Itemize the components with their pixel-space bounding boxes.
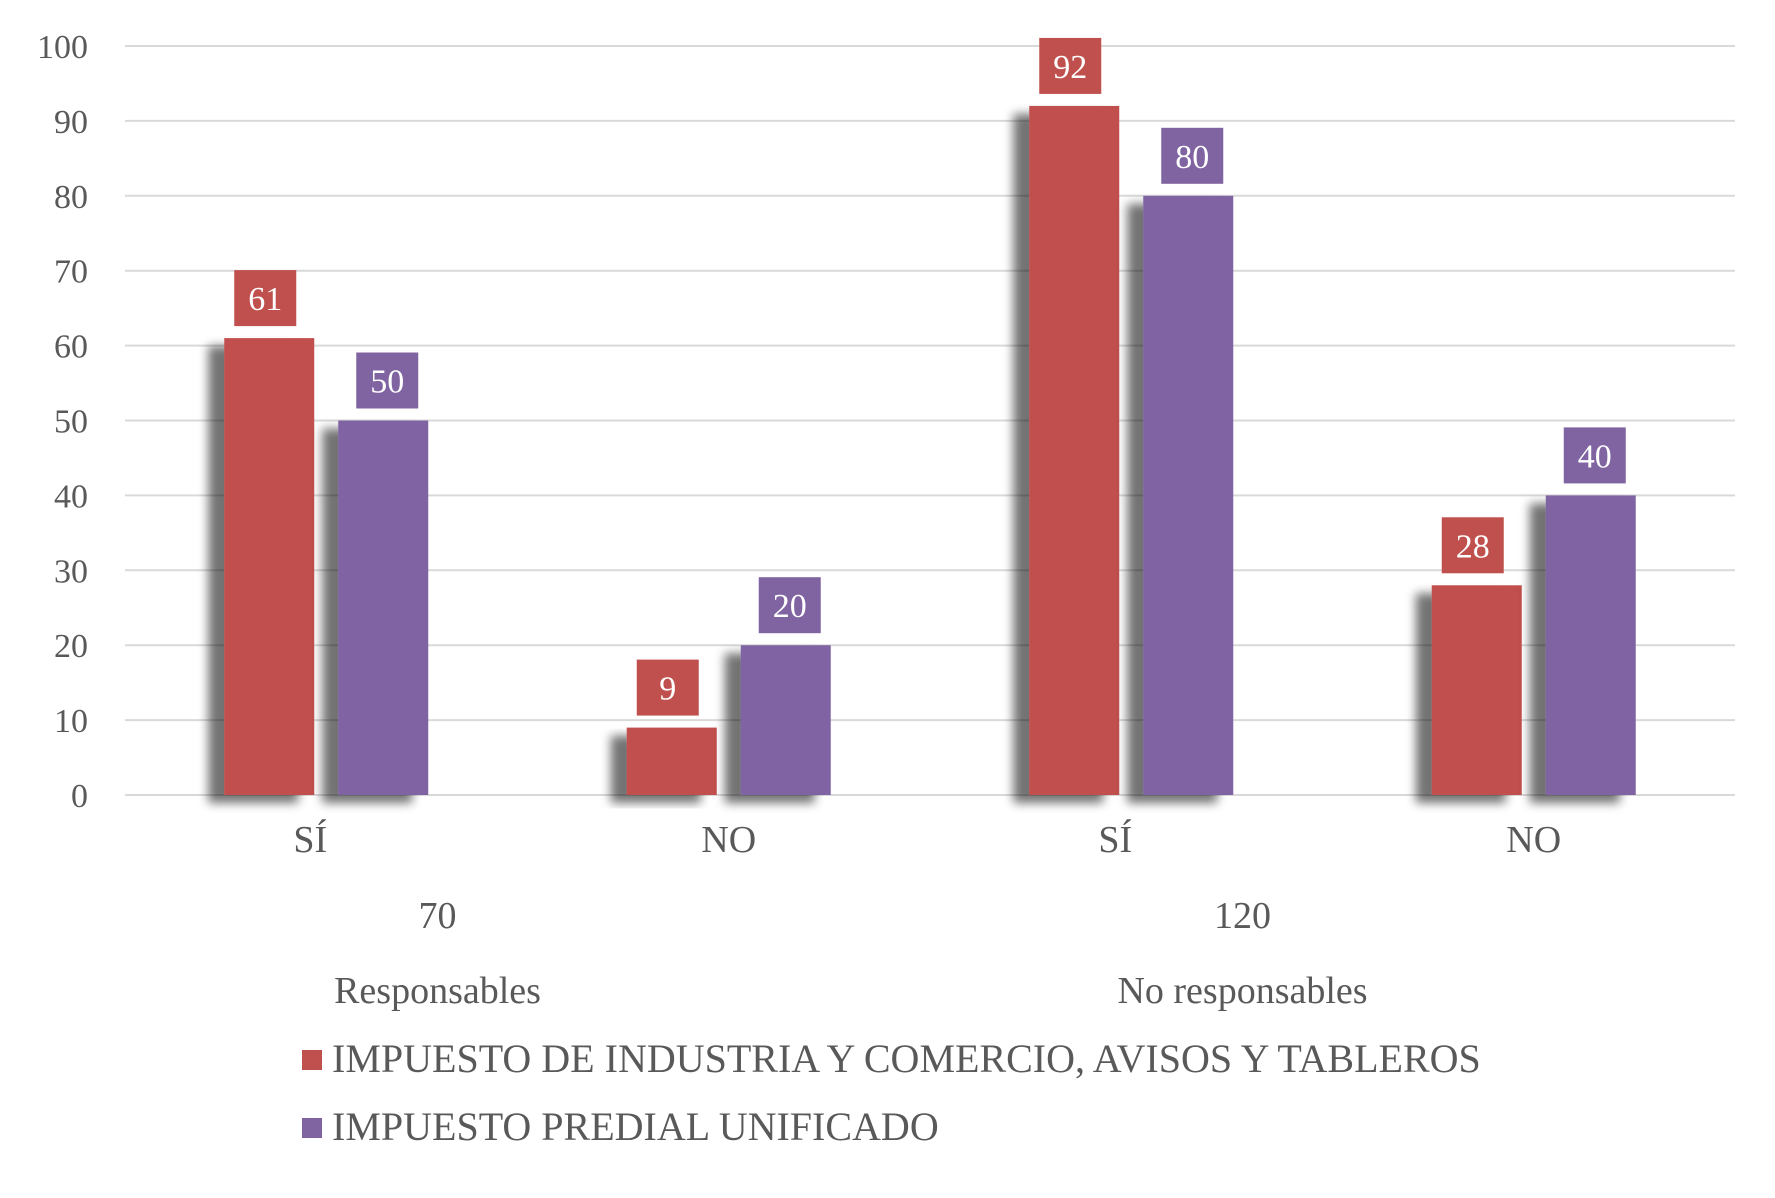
bar <box>1545 495 1636 795</box>
bar <box>1029 105 1120 796</box>
legend-entry-label: IMPUESTO DE INDUSTRIA Y COMERCIO, AVISOS… <box>332 1036 1481 1081</box>
y-tick-label: 30 <box>54 553 88 590</box>
x-axis-category-labels: SÍ NO SÍ NO <box>293 819 1561 861</box>
data-label: 9 <box>659 671 676 708</box>
data-label: 40 <box>1578 438 1612 475</box>
data-label-box <box>1039 37 1102 94</box>
data-label-box <box>1563 427 1626 484</box>
legend: IMPUESTO DE INDUSTRIA Y COMERCIO, AVISOS… <box>302 1036 1481 1149</box>
legend-swatch <box>302 1118 322 1138</box>
data-label: 61 <box>248 281 282 318</box>
data-label-box <box>758 577 821 634</box>
y-tick-label: 100 <box>37 29 88 66</box>
group-sublabel: 70 <box>419 895 457 937</box>
y-tick-label: 50 <box>54 404 88 441</box>
bar <box>740 645 831 795</box>
data-label-box <box>1441 517 1504 574</box>
data-label-box <box>356 352 419 409</box>
bar <box>338 420 429 795</box>
category-label: NO <box>701 819 756 861</box>
bars <box>224 105 1636 796</box>
y-tick-label: 60 <box>54 329 88 366</box>
category-label: SÍ <box>1098 819 1132 861</box>
y-tick-label: 80 <box>54 179 88 216</box>
data-label: 28 <box>1456 528 1490 565</box>
category-label: SÍ <box>293 819 327 861</box>
group-label: No responsables <box>1117 970 1367 1012</box>
data-label-box <box>1161 127 1224 184</box>
bar <box>1143 195 1234 796</box>
data-label: 20 <box>773 588 807 625</box>
data-labels: 61 50 9 20 92 80 28 40 <box>234 37 1626 716</box>
category-label: NO <box>1506 819 1561 861</box>
y-tick-label: 90 <box>54 104 88 141</box>
y-tick-label: 0 <box>71 778 88 815</box>
data-label-box <box>234 270 297 327</box>
x-axis-group-labels: 70 Responsables 120 No responsables <box>334 895 1368 1012</box>
y-tick-label: 10 <box>54 703 88 740</box>
legend-swatch <box>302 1050 322 1070</box>
data-label: 92 <box>1053 49 1087 86</box>
bar <box>626 727 717 795</box>
data-label: 80 <box>1175 139 1209 176</box>
bar <box>224 338 315 795</box>
y-tick-label: 40 <box>54 478 88 515</box>
y-axis-tick-labels: 0 10 20 30 40 50 60 70 80 90 100 <box>37 29 88 815</box>
data-label: 50 <box>370 364 404 401</box>
data-label-box <box>636 659 699 716</box>
group-sublabel: 120 <box>1214 895 1271 937</box>
y-tick-label: 70 <box>54 254 88 291</box>
y-tick-label: 20 <box>54 628 88 665</box>
bar <box>1431 585 1522 795</box>
legend-entry-label: IMPUESTO PREDIAL UNIFICADO <box>332 1104 939 1149</box>
group-label: Responsables <box>334 970 541 1012</box>
